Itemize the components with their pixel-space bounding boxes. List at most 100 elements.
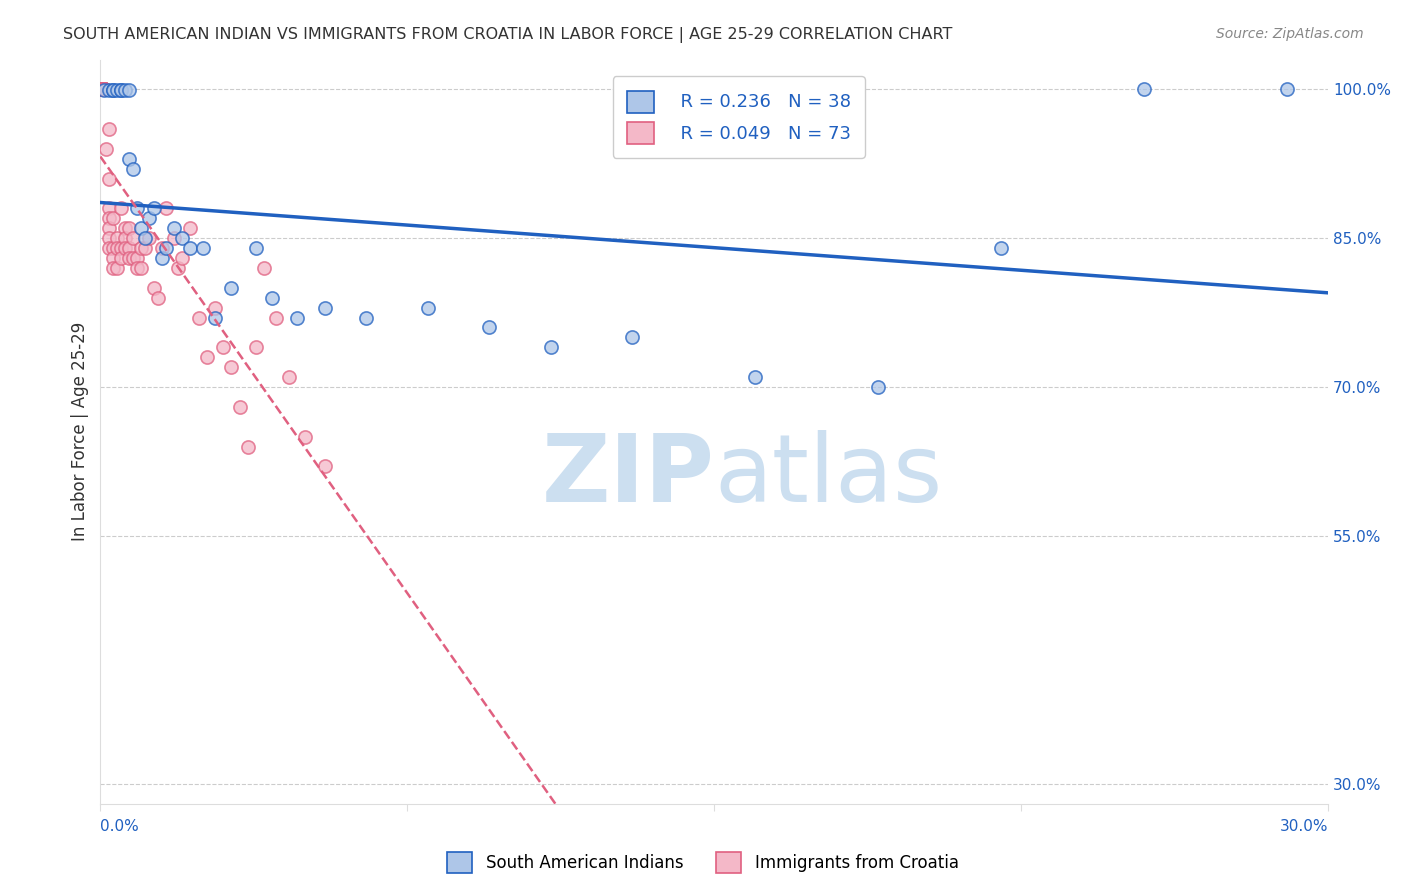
Point xyxy=(93,82,115,96)
Point xyxy=(142,281,165,295)
Point xyxy=(245,241,267,255)
Point xyxy=(97,211,120,226)
Point xyxy=(93,82,115,96)
Point xyxy=(253,260,276,275)
Point xyxy=(93,82,115,96)
Text: atlas: atlas xyxy=(714,430,942,523)
Point xyxy=(105,83,128,97)
Text: 0.0%: 0.0% xyxy=(100,819,139,833)
Point xyxy=(91,82,114,96)
Point xyxy=(314,459,336,474)
Point xyxy=(155,241,177,255)
Point xyxy=(129,241,152,255)
Point xyxy=(416,301,439,315)
Point xyxy=(101,211,124,226)
Point xyxy=(93,82,115,96)
Point xyxy=(221,281,243,295)
Point xyxy=(285,310,308,325)
Point xyxy=(101,83,124,97)
Point xyxy=(110,251,132,265)
Point xyxy=(101,241,124,255)
Point xyxy=(93,82,115,96)
Point xyxy=(122,231,145,245)
Point xyxy=(245,340,267,354)
Point xyxy=(990,241,1012,255)
Point xyxy=(93,82,115,96)
Point xyxy=(91,82,114,96)
Point xyxy=(97,83,120,97)
Point xyxy=(129,221,152,235)
Point xyxy=(118,241,141,255)
Point xyxy=(122,251,145,265)
Point xyxy=(118,251,141,265)
Point xyxy=(114,241,136,255)
Point xyxy=(228,400,250,414)
Text: 30.0%: 30.0% xyxy=(1279,819,1329,833)
Point xyxy=(1133,82,1156,96)
Point xyxy=(97,122,120,136)
Point xyxy=(134,231,156,245)
Point xyxy=(127,260,149,275)
Point xyxy=(110,202,132,216)
Point xyxy=(277,370,299,384)
Point xyxy=(114,231,136,245)
Point xyxy=(90,82,112,96)
Point xyxy=(118,152,141,166)
Point xyxy=(110,241,132,255)
Point xyxy=(91,82,114,96)
Point xyxy=(866,380,889,394)
Point xyxy=(478,320,501,334)
Y-axis label: In Labor Force | Age 25-29: In Labor Force | Age 25-29 xyxy=(72,322,89,541)
Point xyxy=(172,251,194,265)
Point xyxy=(93,82,115,96)
Text: ZIP: ZIP xyxy=(541,430,714,523)
Point xyxy=(97,171,120,186)
Point xyxy=(134,241,156,255)
Point xyxy=(187,310,209,325)
Point xyxy=(146,291,169,305)
Point xyxy=(105,241,128,255)
Point xyxy=(212,340,235,354)
Point xyxy=(142,202,165,216)
Point xyxy=(97,231,120,245)
Point xyxy=(93,82,115,96)
Point xyxy=(266,310,288,325)
Text: Source: ZipAtlas.com: Source: ZipAtlas.com xyxy=(1216,27,1364,41)
Point xyxy=(110,83,132,97)
Point xyxy=(236,440,259,454)
Point xyxy=(90,82,112,96)
Point xyxy=(621,330,644,344)
Point xyxy=(163,231,186,245)
Text: SOUTH AMERICAN INDIAN VS IMMIGRANTS FROM CROATIA IN LABOR FORCE | AGE 25-29 CORR: SOUTH AMERICAN INDIAN VS IMMIGRANTS FROM… xyxy=(63,27,953,43)
Point xyxy=(91,82,114,96)
Point xyxy=(163,221,186,235)
Point xyxy=(179,221,201,235)
Point xyxy=(172,231,194,245)
Point xyxy=(93,82,115,96)
Point xyxy=(122,161,145,176)
Point xyxy=(101,260,124,275)
Point xyxy=(1277,82,1299,96)
Point xyxy=(110,83,132,97)
Point xyxy=(127,202,149,216)
Point xyxy=(105,231,128,245)
Point xyxy=(294,429,316,443)
Point xyxy=(195,350,218,364)
Point xyxy=(97,221,120,235)
Point xyxy=(221,360,243,375)
Point xyxy=(744,370,766,384)
Point xyxy=(118,83,141,97)
Point xyxy=(204,301,226,315)
Point xyxy=(93,82,115,96)
Point xyxy=(114,83,136,97)
Point xyxy=(114,221,136,235)
Point xyxy=(93,82,115,96)
Point xyxy=(93,82,115,96)
Point xyxy=(91,82,114,96)
Point xyxy=(129,260,152,275)
Point xyxy=(314,301,336,315)
Point xyxy=(150,251,173,265)
Point xyxy=(105,260,128,275)
Point xyxy=(97,241,120,255)
Legend: South American Indians, Immigrants from Croatia: South American Indians, Immigrants from … xyxy=(440,846,966,880)
